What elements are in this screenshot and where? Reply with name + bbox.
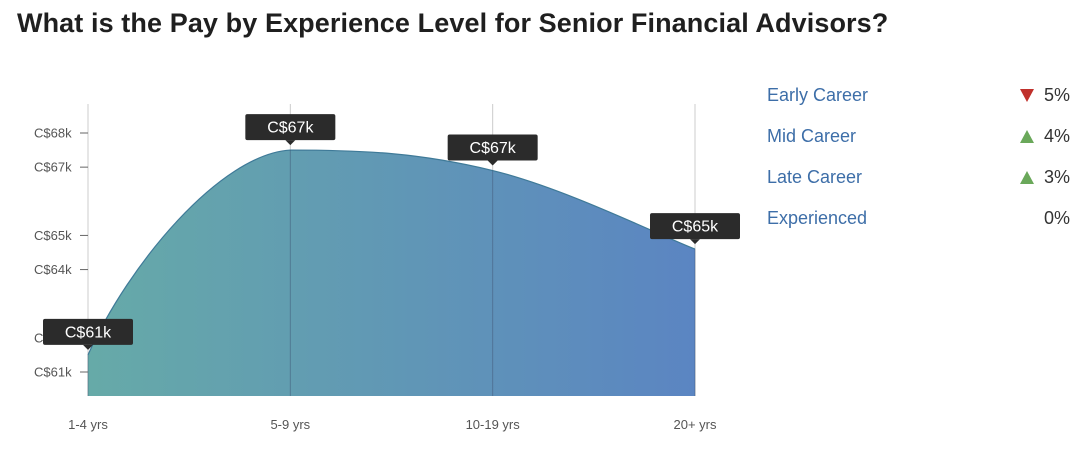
data-label: C$67k: [447, 134, 538, 166]
svg-text:C$65k: C$65k: [672, 219, 719, 236]
y-tick-label: C: [34, 330, 43, 345]
x-tick-label: 1-4 yrs: [68, 417, 108, 432]
area-chart: C$61k C C$64k C$65k C$67k C$68k 1-4 yrs 5-9 yrs…: [34, 104, 740, 432]
svg-text:C$67k: C$67k: [267, 120, 314, 137]
x-tick-label: 10-19 yrs: [466, 417, 521, 432]
legend-item-mid-career[interactable]: Mid Career 4%: [767, 121, 1070, 162]
x-tick-label: 20+ yrs: [674, 417, 717, 432]
series-line: [87, 149, 696, 356]
legend-label[interactable]: Experienced: [767, 208, 868, 228]
legend-item-early-career[interactable]: Early Career 5%: [767, 80, 1070, 121]
svg-text:C$61k: C$61k: [65, 324, 112, 341]
legend: Early Career 5% Mid Career 4% Late Caree…: [767, 80, 1070, 244]
y-tick-label: C$67k: [34, 160, 72, 175]
data-label: C$61k: [43, 318, 133, 350]
y-tick-label: C$65k: [34, 228, 72, 243]
y-tick-label: C$61k: [34, 365, 72, 380]
x-tick-label: 5-9 yrs: [270, 417, 310, 432]
legend-item-experienced[interactable]: Experienced 0%: [767, 203, 1070, 244]
legend-value: 0%: [1043, 208, 1070, 228]
trend-down-icon: [1020, 89, 1034, 102]
data-label: C$67k: [245, 114, 336, 146]
legend-value: 5%: [1043, 85, 1070, 105]
trend-up-icon: [1020, 171, 1034, 184]
y-tick-label: C$64k: [34, 262, 72, 277]
svg-text:C$67k: C$67k: [470, 140, 517, 157]
y-tick-label: C$68k: [34, 126, 72, 141]
legend-label[interactable]: Mid Career: [767, 126, 857, 146]
legend-value: 3%: [1043, 167, 1070, 187]
series-area: [88, 150, 695, 396]
legend-value: 4%: [1043, 126, 1070, 146]
chart-title: What is the Pay by Experience Level for …: [17, 8, 889, 38]
legend-item-late-career[interactable]: Late Career 3%: [767, 162, 1070, 203]
data-label: C$65k: [650, 213, 740, 245]
legend-label[interactable]: Early Career: [767, 85, 869, 105]
trend-up-icon: [1020, 130, 1034, 143]
legend-label[interactable]: Late Career: [767, 167, 863, 187]
